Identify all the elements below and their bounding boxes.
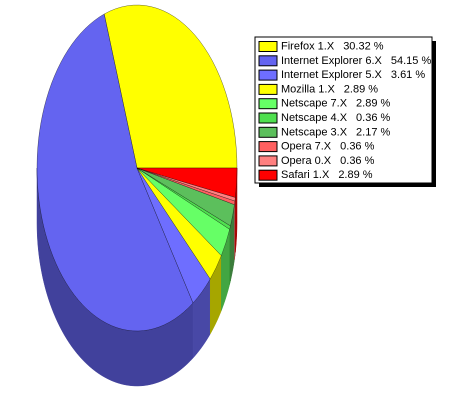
legend-name: Netscape 4.X — [281, 112, 348, 124]
legend-label: Firefox 1.X 30.32 % — [281, 40, 384, 52]
pie-slice — [104, 4, 238, 169]
legend-name: Internet Explorer 5.X — [281, 69, 383, 81]
legend-name: Internet Explorer 6.X — [281, 55, 383, 67]
legend-value: 0.36 % — [340, 141, 374, 153]
pie-slice — [36, 13, 194, 332]
legend-name: Opera 7.X — [281, 141, 332, 153]
legend-label: Netscape 4.X 0.36 % — [281, 112, 391, 124]
legend-value: 54.15 % — [391, 55, 432, 67]
legend-value: 2.89 % — [344, 83, 378, 95]
legend-value: 2.89 % — [356, 98, 390, 110]
legend-value: 2.89 % — [338, 169, 372, 181]
legend-label: Opera 7.X 0.36 % — [281, 141, 375, 153]
legend-name: Mozilla 1.X — [281, 83, 335, 95]
legend-swatch — [258, 141, 278, 153]
legend-swatch — [258, 69, 278, 81]
legend-value: 3.61 % — [391, 69, 425, 81]
legend-label: Mozilla 1.X 2.89 % — [281, 83, 378, 95]
pie — [36, 4, 238, 387]
legend-name: Netscape 3.X — [281, 126, 348, 138]
legend-entries: Firefox 1.X 30.32 % Internet Explorer 6.X 5… — [258, 40, 431, 181]
legend-value: 0.36 % — [356, 112, 390, 124]
legend-label: Internet Explorer 6.X 54.15 % — [281, 55, 431, 67]
legend-name: Opera 0.X — [281, 155, 332, 167]
legend-label: Safari 1.X 2.89 % — [281, 169, 373, 181]
legend-swatch — [258, 55, 278, 67]
legend-value: 30.32 % — [343, 40, 384, 52]
legend-swatch — [258, 155, 278, 167]
legend-label: Opera 0.X 0.36 % — [281, 155, 375, 167]
legend-value: 0.36 % — [340, 155, 374, 167]
legend-name: Firefox 1.X — [281, 40, 335, 52]
legend-value: 2.17 % — [356, 126, 390, 138]
pie-slice — [136, 167, 238, 198]
legend-label: Netscape 7.X 2.89 % — [281, 98, 391, 110]
legend-swatch — [258, 126, 278, 138]
legend-swatch — [258, 83, 278, 95]
legend-label: Netscape 3.X 2.17 % — [281, 126, 391, 138]
legend-swatch — [258, 112, 278, 124]
legend — [254, 36, 433, 184]
legend-swatch — [258, 41, 278, 52]
legend-swatch — [258, 169, 278, 181]
legend-label: Internet Explorer 5.X 3.61 % — [281, 69, 425, 81]
legend-name: Netscape 7.X — [281, 98, 348, 110]
legend-name: Safari 1.X — [281, 169, 330, 181]
legend-swatch — [258, 98, 278, 110]
